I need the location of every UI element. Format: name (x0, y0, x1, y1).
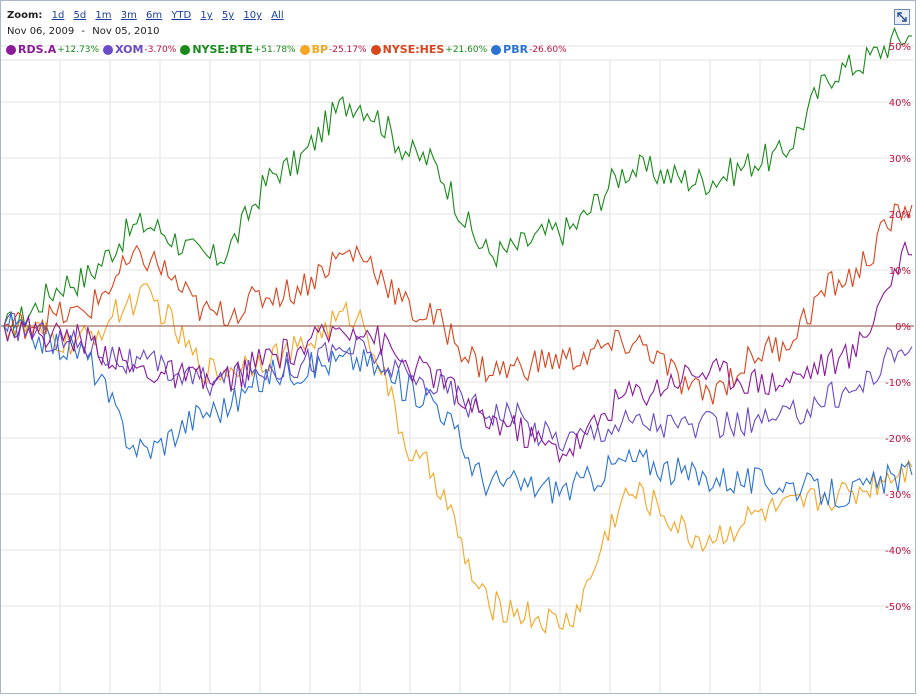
zoom-1y-link[interactable]: 1y (200, 10, 213, 21)
legend: RDS.A +12.73% XOM -3.70% NYSE:BTE +51.78… (6, 43, 571, 56)
zoom-label: Zoom: (7, 10, 43, 21)
series-line-xom (3, 312, 913, 452)
legend-name-bte: NYSE:BTE (192, 43, 253, 56)
legend-change-xom: -3.70% (144, 44, 177, 55)
zoom-1m-link[interactable]: 1m (95, 10, 112, 21)
legend-name-rds-a: RDS.A (18, 43, 57, 56)
legend-change-rds-a: +12.73% (57, 44, 100, 55)
y-tick-label: 20% (889, 210, 911, 221)
date-range: Nov 06, 2009 - Nov 05, 2010 (7, 26, 159, 37)
series-line-nyse-hes (3, 203, 913, 405)
y-tick-label: 0% (895, 322, 911, 333)
y-tick-label: 50% (889, 42, 911, 53)
zoom-5d-link[interactable]: 5d (73, 10, 87, 21)
zoom-10y-link[interactable]: 10y (243, 10, 263, 21)
legend-item-bp[interactable]: BP -25.17% (299, 43, 367, 56)
y-tick-label: -10% (885, 378, 911, 389)
zoom-bar: Zoom: 1d 5d 1m 3m 6m YTD 1y 5y 10y All (7, 10, 290, 21)
y-tick-label: -20% (885, 434, 911, 445)
zoom-3m-link[interactable]: 3m (120, 10, 137, 21)
legend-dot-xom (103, 44, 114, 55)
legend-dot-bte (180, 44, 191, 55)
date-range-start: Nov 06, 2009 (7, 26, 75, 37)
legend-dot-pbr (491, 44, 502, 55)
zoom-ytd-link[interactable]: YTD (171, 10, 192, 21)
y-tick-label: -40% (885, 546, 911, 557)
legend-change-hes: +21.60% (445, 44, 488, 55)
y-tick-label: 30% (889, 154, 911, 165)
legend-dot-hes (370, 44, 381, 55)
zoom-1d-link[interactable]: 1d (51, 10, 65, 21)
series-line-bp (3, 283, 913, 635)
y-tick-label: -50% (885, 602, 911, 613)
y-axis-labels: 50% 40% 30% 20% 10% 0% -10% -20% -30% -40% -50% (885, 42, 911, 613)
legend-dot-rds-a (6, 44, 16, 55)
legend-change-pbr: -26.60% (529, 44, 567, 55)
legend-item-hes[interactable]: NYSE:HES +21.60% (370, 43, 488, 56)
legend-name-hes: NYSE:HES (382, 43, 445, 56)
legend-change-bte: +51.78% (253, 44, 296, 55)
series-line-nyse-bte (3, 26, 913, 337)
legend-item-rds-a[interactable]: RDS.A +12.73% (6, 43, 99, 56)
legend-item-bte[interactable]: NYSE:BTE +51.78% (180, 43, 296, 56)
zoom-5y-link[interactable]: 5y (221, 10, 235, 21)
legend-item-xom[interactable]: XOM -3.70% (103, 43, 176, 56)
y-tick-label: 40% (889, 98, 911, 109)
date-range-end: Nov 05, 2010 (92, 26, 160, 37)
series-line-pbr (3, 313, 913, 508)
legend-name-xom: XOM (115, 43, 144, 56)
legend-item-pbr[interactable]: PBR -26.60% (491, 43, 567, 56)
grid (1, 45, 914, 693)
legend-name-bp: BP (311, 43, 329, 56)
zoom-6m-link[interactable]: 6m (146, 10, 163, 21)
legend-name-pbr: PBR (503, 43, 529, 56)
series-line-rds-a (3, 240, 913, 464)
y-tick-label: -30% (885, 490, 911, 501)
legend-change-bp: -25.17% (329, 44, 367, 55)
legend-dot-bp (299, 44, 310, 55)
y-tick-label: 10% (889, 266, 911, 277)
zoom-all-link[interactable]: All (271, 10, 284, 21)
date-range-separator: - (81, 26, 86, 37)
expand-icon (897, 12, 907, 22)
expand-button[interactable] (894, 9, 910, 25)
